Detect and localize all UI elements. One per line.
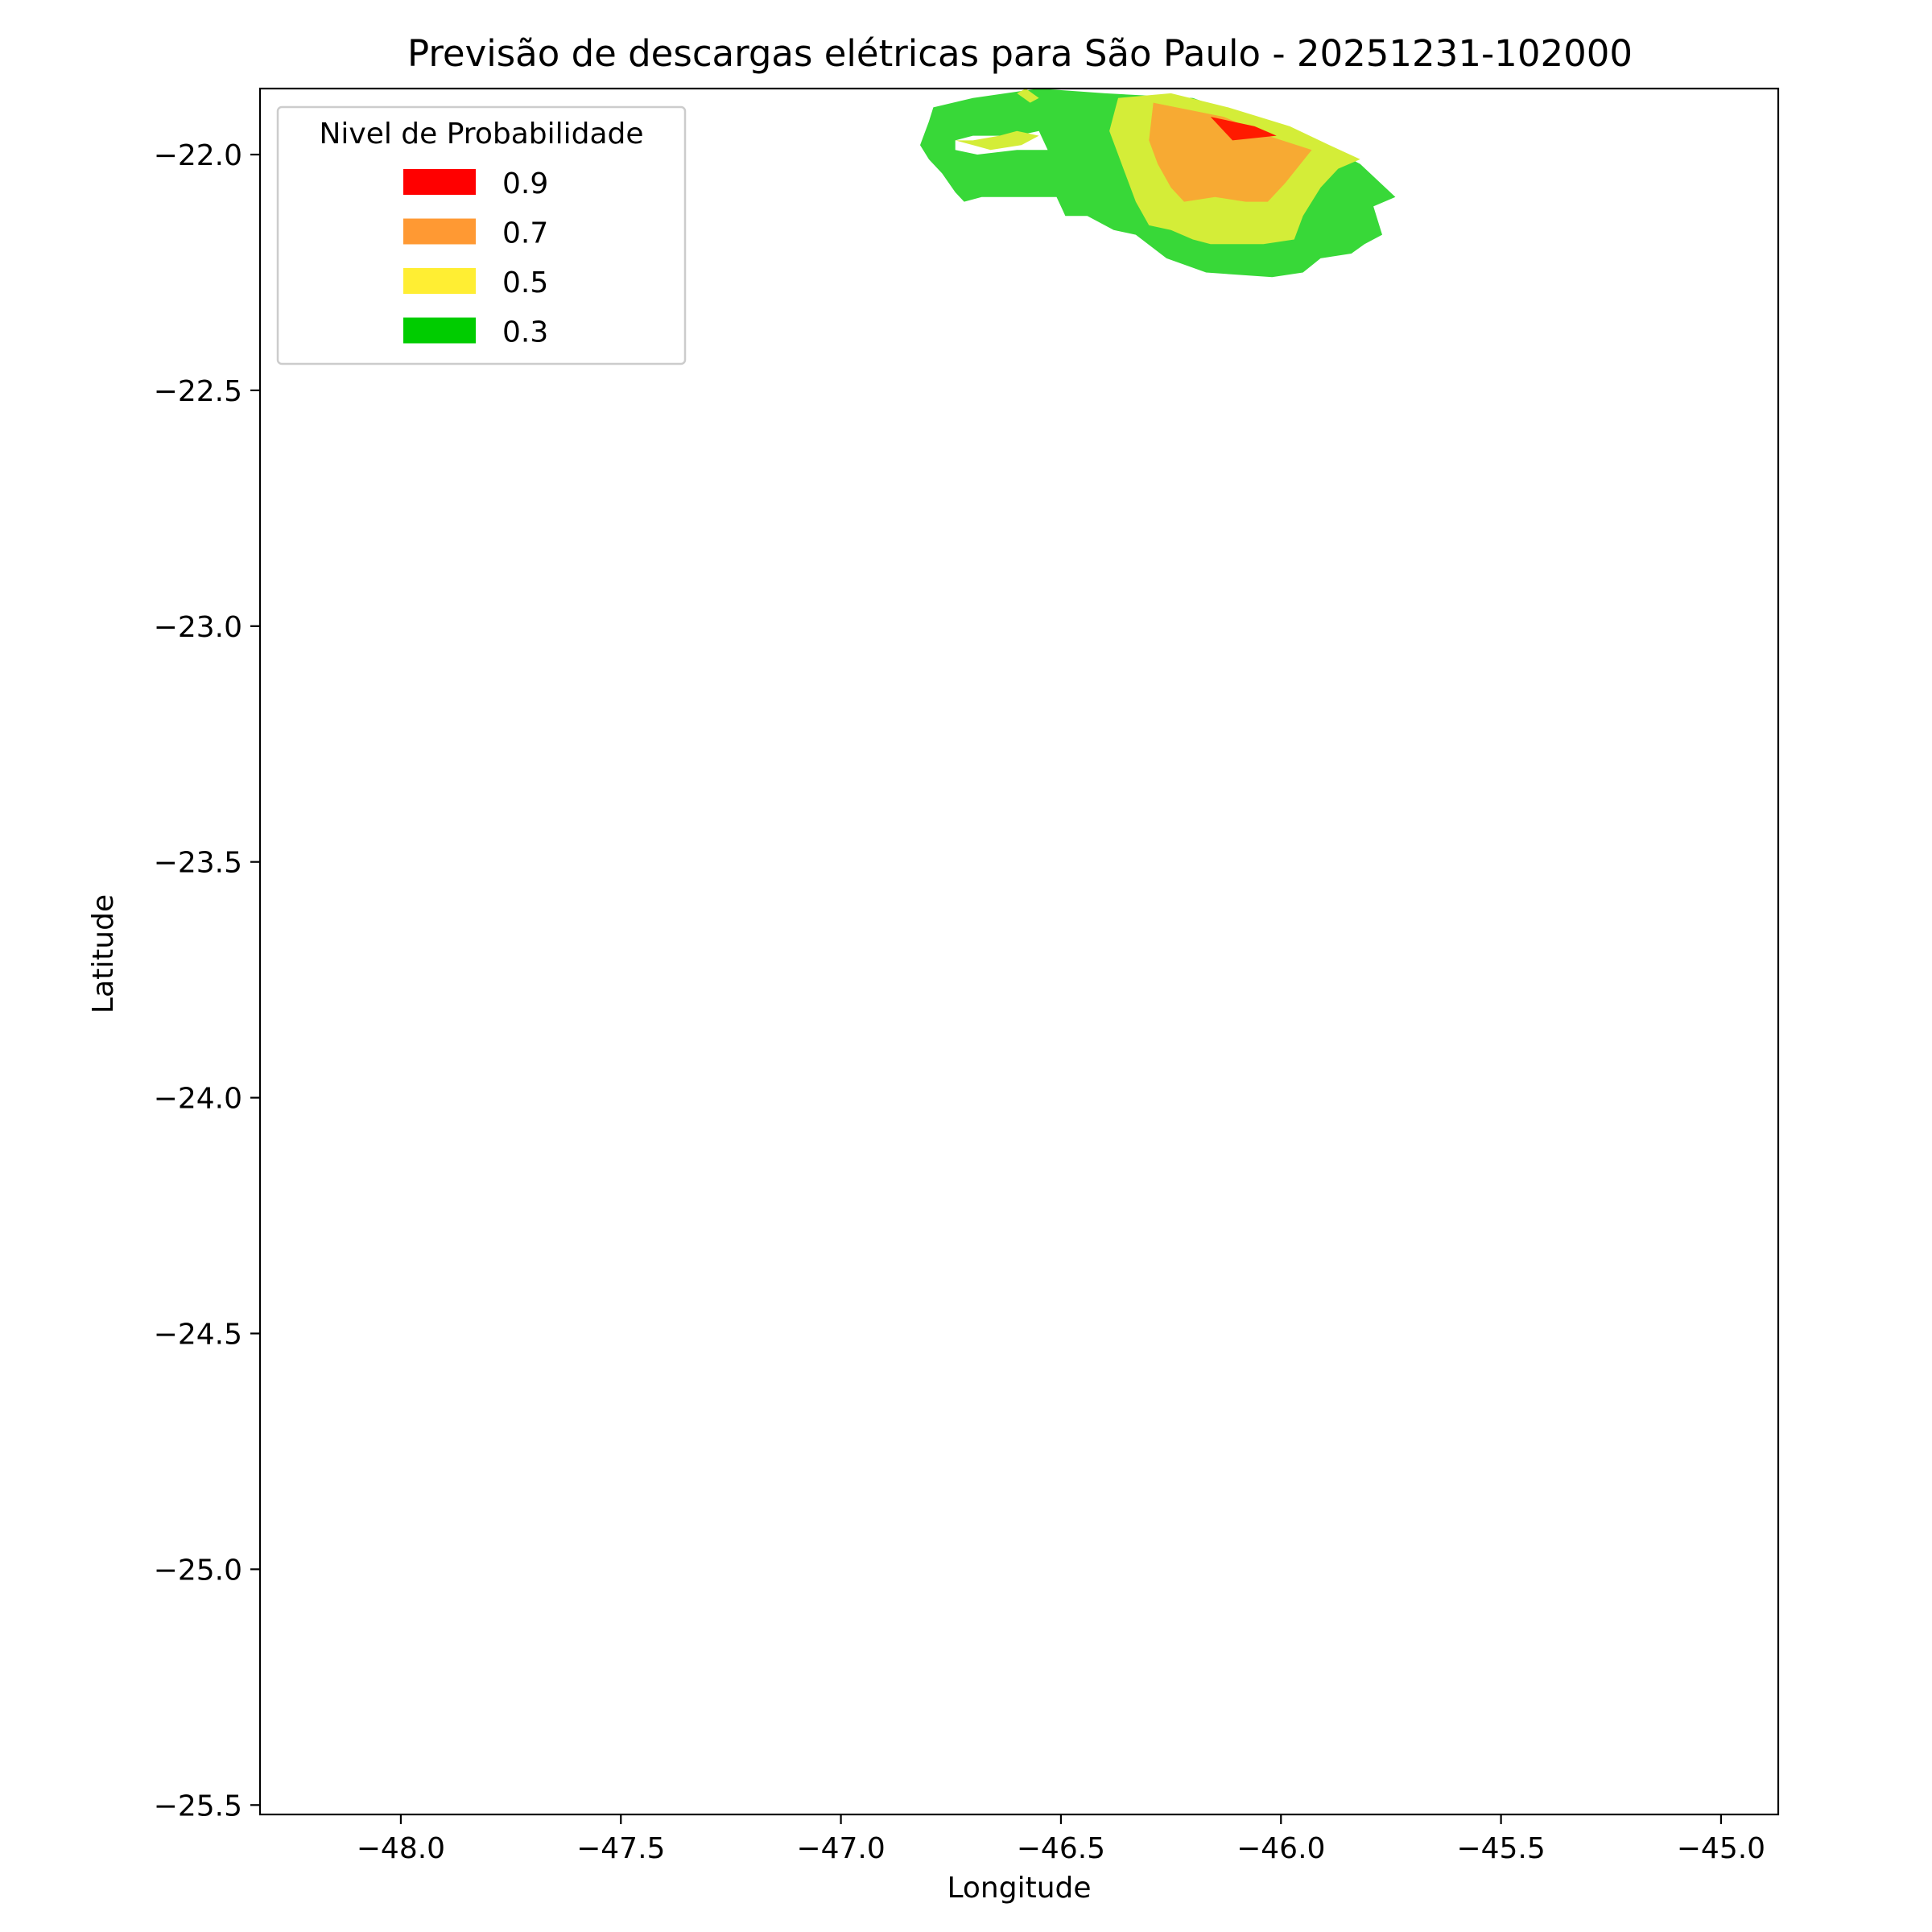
x-tick-label: −45.5 — [1456, 1832, 1545, 1865]
y-tick-label: −24.0 — [154, 1083, 242, 1116]
x-tick-label: −46.5 — [1017, 1832, 1105, 1865]
y-axis-label: Latitude — [87, 894, 120, 1013]
legend-swatch-0-5 — [403, 268, 476, 294]
contour-region-0-5-2 — [1017, 89, 1039, 103]
legend-label-0-5: 0.5 — [502, 266, 548, 299]
contour-regions — [920, 89, 1396, 278]
legend-swatch-0-3 — [403, 317, 476, 344]
legend-label-0-3: 0.3 — [502, 316, 548, 349]
y-axis: −22.0 −22.5 −23.0 −23.5 −24.0 −24.5 −25.0 −25.5 — [154, 139, 260, 1823]
legend: Nivel de Probabilidade 0.9 0.7 0.5 0.3 — [276, 105, 687, 365]
contour-region-0-7-4 — [1149, 102, 1312, 202]
contour-region-0-9-5 — [1210, 117, 1277, 141]
x-tick-label: −45.0 — [1677, 1832, 1765, 1865]
x-axis-label: Longitude — [947, 1872, 1091, 1905]
contour-region-0-5-3 — [955, 130, 1039, 151]
y-tick-label: −22.5 — [154, 375, 242, 408]
legend-entries: 0.9 0.7 0.5 0.3 — [403, 167, 548, 349]
y-tick-label: −23.5 — [154, 847, 242, 880]
legend-frame — [276, 105, 687, 365]
y-tick-label: −23.0 — [154, 611, 242, 644]
x-tick-label: −46.0 — [1236, 1832, 1325, 1865]
legend-label-0-7: 0.7 — [502, 217, 548, 250]
y-tick-label: −22.0 — [154, 139, 242, 172]
chart-title: Previsão de descargas elétricas para São… — [407, 32, 1633, 75]
legend-title: Nivel de Probabilidade — [319, 118, 643, 151]
plot-area — [258, 87, 1780, 1816]
y-tick-label: −24.5 — [154, 1318, 242, 1351]
x-axis: −48.0 −47.5 −47.0 −46.5 −46.0 −45.5 −45.0 — [357, 1814, 1765, 1865]
legend-swatch-0-7 — [403, 218, 476, 245]
x-tick-label: −48.0 — [357, 1832, 445, 1865]
x-tick-label: −47.5 — [576, 1832, 665, 1865]
legend-swatch-0-9 — [403, 169, 476, 195]
x-tick-label: −47.0 — [796, 1832, 885, 1865]
y-tick-label: −25.0 — [154, 1554, 242, 1587]
plot-frame — [258, 87, 1780, 1816]
y-tick-label: −25.5 — [154, 1790, 242, 1823]
legend-label-0-9: 0.9 — [502, 167, 548, 200]
